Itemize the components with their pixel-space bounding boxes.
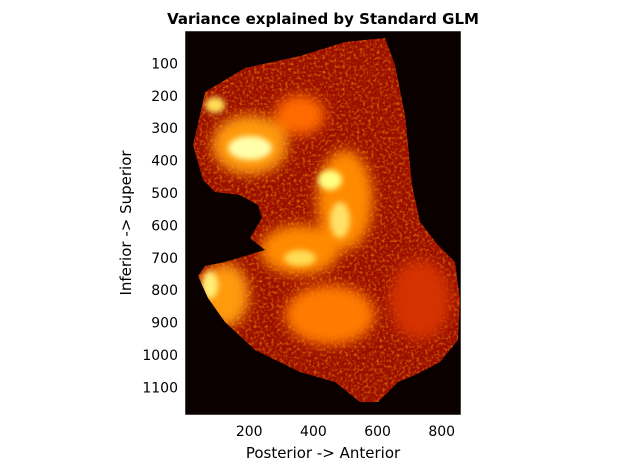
x-tick-label: 800 — [428, 424, 455, 440]
x-tick-label: 200 — [236, 424, 263, 440]
y-tick-label: 400 — [151, 154, 178, 170]
heatmap-peak-regions — [202, 97, 350, 299]
y-tick-label: 600 — [151, 218, 178, 234]
y-tick-label: 1000 — [142, 348, 178, 364]
chart-title: Variance explained by Standard GLM — [167, 10, 479, 28]
x-tick-label: 400 — [300, 424, 327, 440]
y-tick-label: 800 — [151, 283, 178, 299]
y-tick-label: 200 — [151, 89, 178, 105]
y-axis: 100 200 300 400 500 600 700 800 900 1000 1100 — [142, 56, 178, 396]
plot-frame — [184, 30, 462, 416]
y-tick-label: 1100 — [142, 381, 178, 397]
y-tick-label: 700 — [151, 251, 178, 267]
y-tick-label: 100 — [151, 56, 178, 72]
y-tick-label: 900 — [151, 316, 178, 332]
y-tick-label: 500 — [151, 186, 178, 202]
y-axis-label: Inferior -> Superior — [117, 150, 135, 296]
x-axis: 200 400 600 800 — [236, 424, 455, 440]
y-tick-label: 300 — [151, 121, 178, 137]
x-tick-label: 600 — [364, 424, 391, 440]
x-axis-label: Posterior -> Anterior — [246, 444, 401, 462]
